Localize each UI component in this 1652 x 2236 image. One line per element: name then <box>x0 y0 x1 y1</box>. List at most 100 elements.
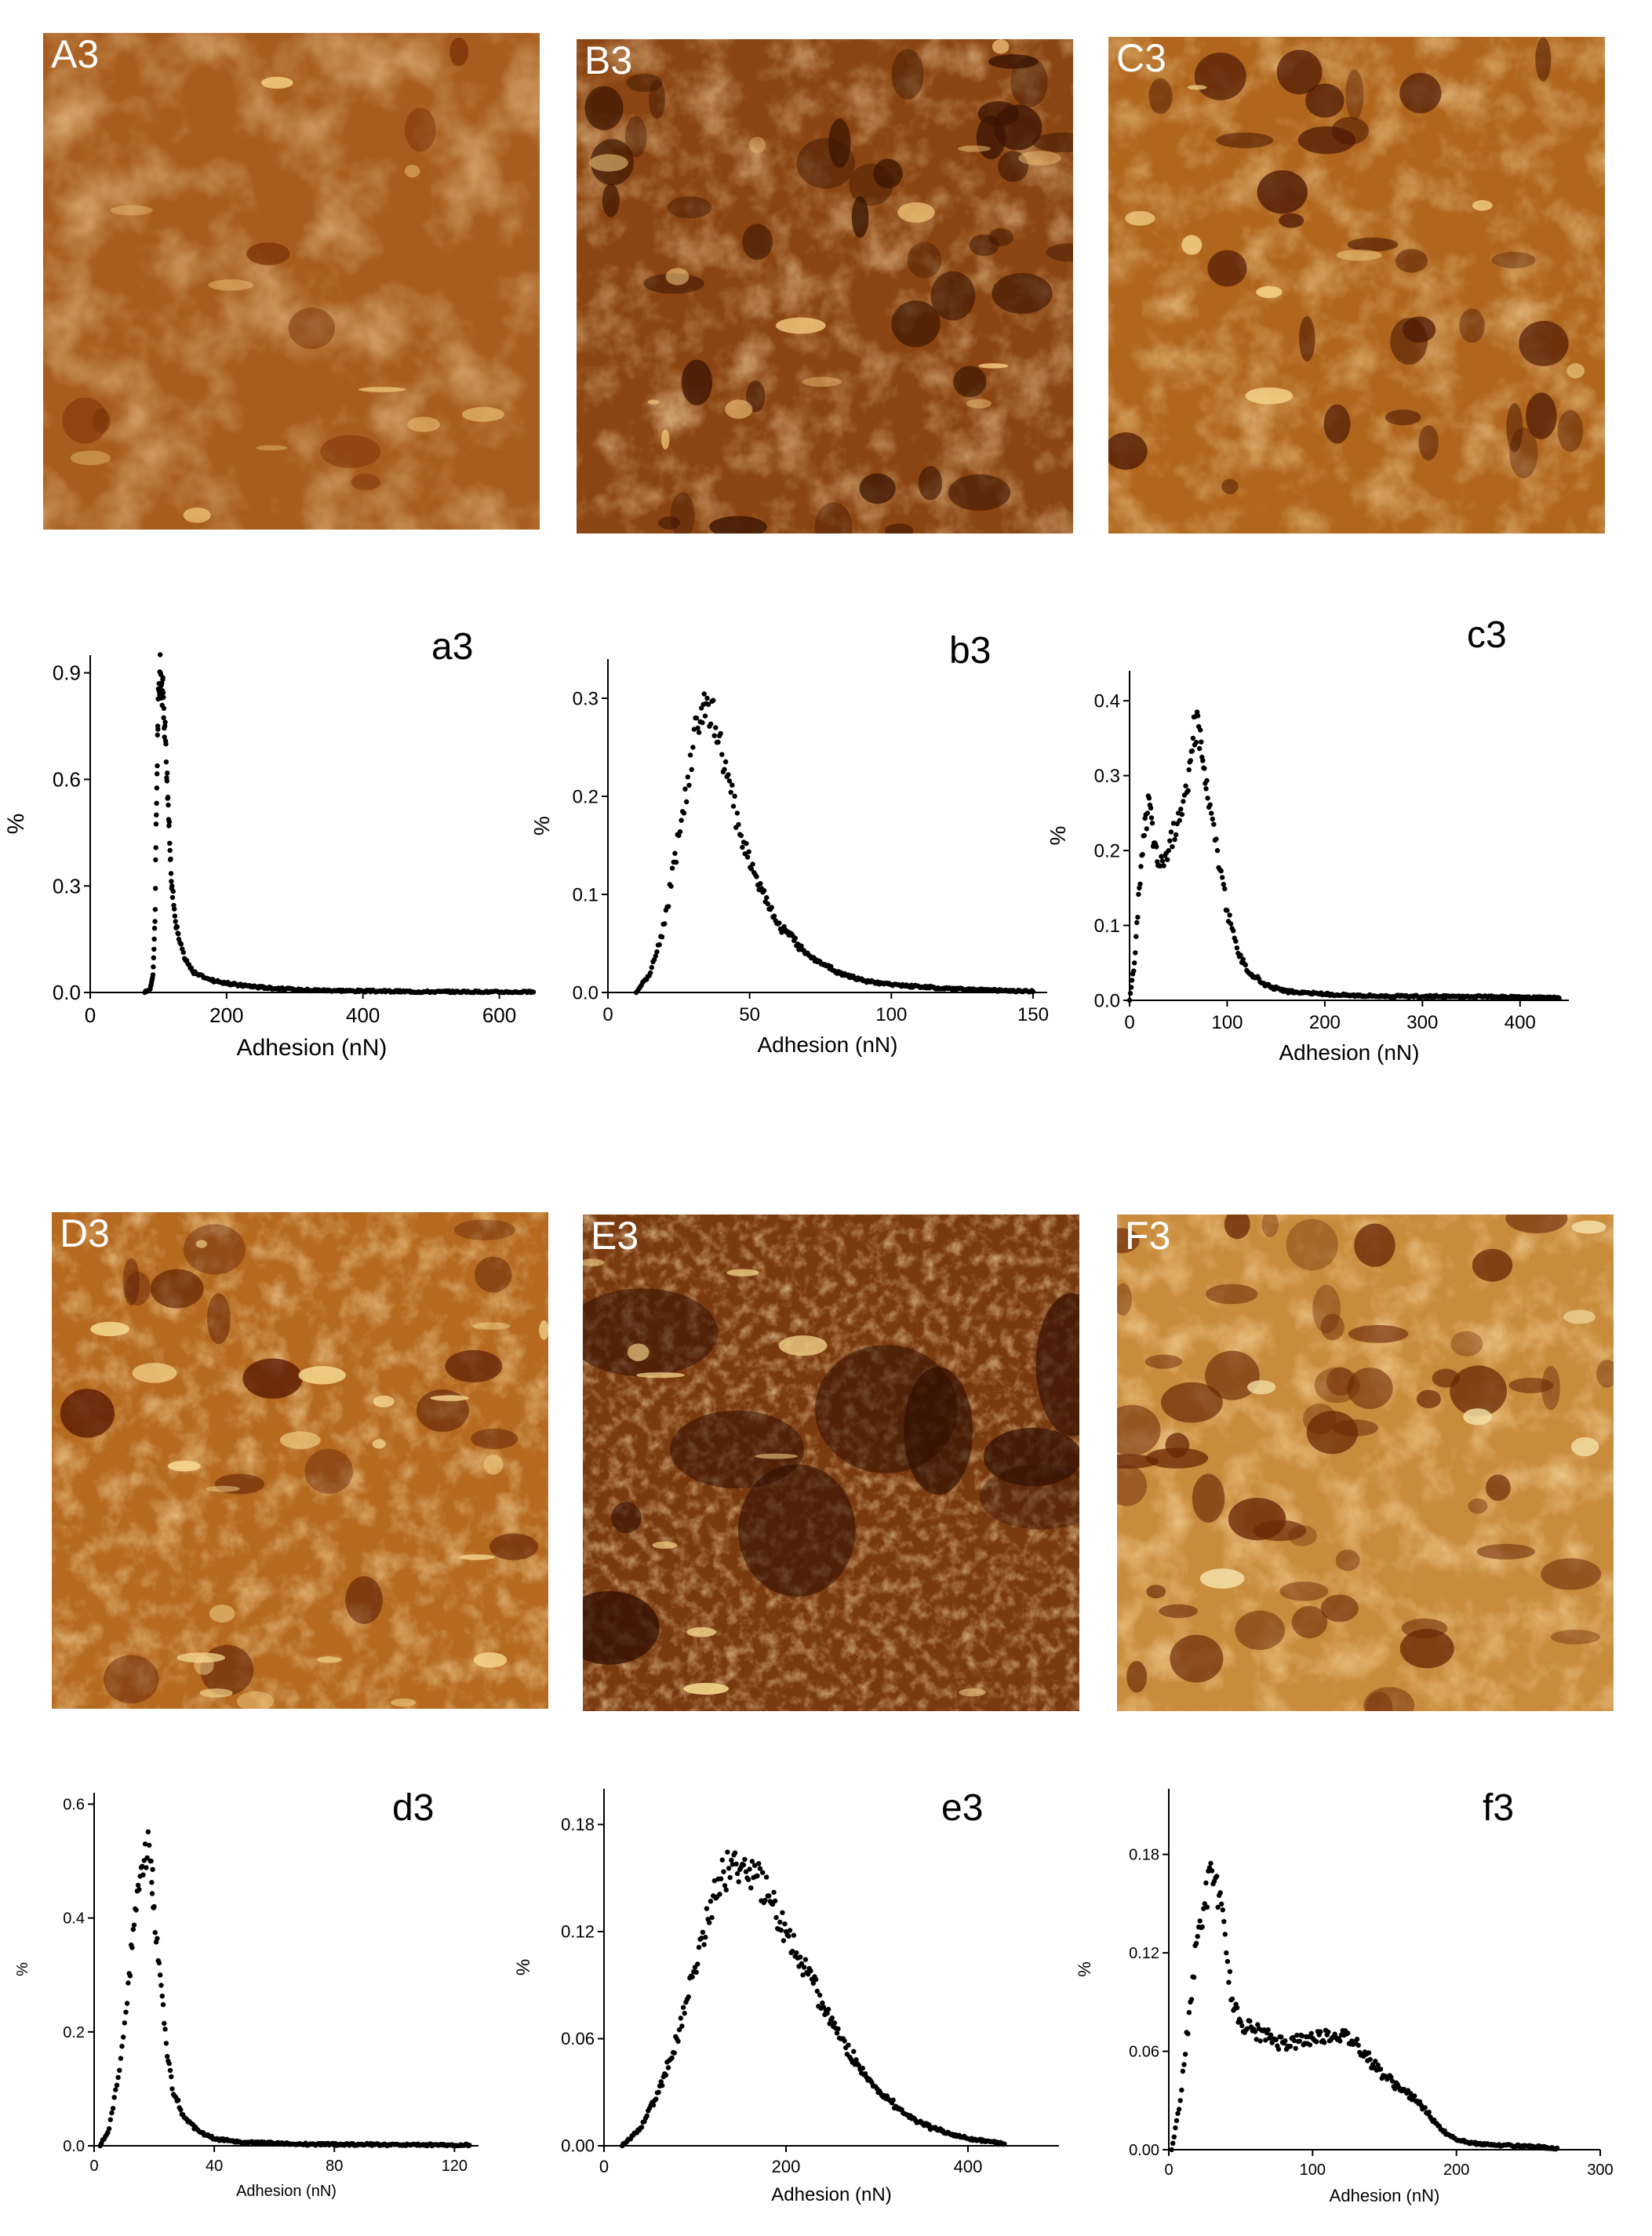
afm-dark-feature <box>1332 1419 1379 1437</box>
afm-bright-feature <box>279 1431 321 1449</box>
afm-bright-feature <box>209 1604 235 1623</box>
data-point <box>1180 2068 1186 2074</box>
data-point <box>159 1994 165 1999</box>
data-point <box>1175 2110 1181 2116</box>
afm-dark-feature <box>583 1288 719 1377</box>
data-point <box>1218 868 1224 874</box>
afm-dark-feature <box>746 381 766 413</box>
afm-dark-feature <box>709 515 767 534</box>
data-point <box>465 2143 471 2149</box>
data-point <box>682 786 688 792</box>
data-point <box>1555 995 1561 1000</box>
data-point <box>825 2006 831 2012</box>
afm-dark-feature <box>1390 318 1428 365</box>
afm-dark-feature <box>1401 1618 1448 1639</box>
data-point <box>723 1887 729 1893</box>
data-point <box>800 1972 806 1978</box>
afm-dark-feature <box>125 1271 151 1306</box>
afm-dark-feature <box>475 1256 512 1293</box>
data-point <box>732 793 737 799</box>
data-point <box>1172 836 1177 843</box>
afm-dark-feature <box>828 118 851 168</box>
afm-bright-feature <box>647 399 660 405</box>
y-tick-label: 0.3 <box>53 874 81 898</box>
afm-bright-feature <box>260 76 293 89</box>
y-tick-label: 0.1 <box>573 884 599 905</box>
data-points <box>620 1849 1007 2149</box>
data-point <box>679 2023 685 2029</box>
afm-dark-feature <box>1216 132 1274 148</box>
afm-bright-feature <box>683 1682 730 1695</box>
data-point <box>1144 826 1149 832</box>
data-point <box>1377 2067 1384 2072</box>
data-point <box>111 2095 117 2100</box>
data-point <box>166 2060 172 2067</box>
data-point <box>1287 2044 1294 2049</box>
data-point <box>686 782 692 788</box>
data-point <box>1553 2147 1559 2152</box>
data-point <box>777 1919 783 1925</box>
data-points <box>1126 709 1562 1003</box>
afm-panel-label: F3 <box>1125 1215 1171 1258</box>
data-point <box>717 1892 722 1897</box>
data-point <box>1202 766 1207 771</box>
data-point <box>144 1855 150 1861</box>
x-tick-label: 0 <box>1164 2161 1173 2179</box>
x-tick-label: 300 <box>1406 1012 1438 1033</box>
data-point <box>755 1873 760 1879</box>
data-point <box>790 1948 795 1954</box>
afm-dark-feature <box>983 1427 1079 1487</box>
y-tick-label: 0.4 <box>1094 691 1120 712</box>
data-point <box>176 931 181 937</box>
data-point <box>1185 2031 1191 2037</box>
afm-dark-feature <box>445 1349 503 1383</box>
data-point <box>169 879 174 884</box>
data-points <box>142 652 537 996</box>
data-point <box>771 913 777 919</box>
data-point <box>1214 1874 1220 1879</box>
afm-bright-feature <box>1181 235 1203 255</box>
data-point <box>150 975 155 981</box>
data-point <box>1224 1950 1229 1956</box>
afm-bright-feature <box>802 377 842 388</box>
data-point <box>149 1891 155 1896</box>
data-point <box>834 2030 840 2036</box>
data-point <box>748 866 755 872</box>
x-tick-label: 100 <box>1300 2161 1326 2179</box>
data-point <box>1215 1904 1221 1910</box>
data-point <box>700 1929 706 1935</box>
data-point <box>701 1942 707 1947</box>
data-point <box>1203 786 1209 792</box>
afm-dark-feature <box>992 273 1053 315</box>
data-point <box>1239 2023 1245 2029</box>
data-point <box>105 2129 111 2135</box>
afm-dark-feature <box>737 1464 856 1597</box>
data-point <box>149 1880 155 1885</box>
data-point <box>1169 2147 1174 2153</box>
afm-dark-feature <box>1535 37 1552 82</box>
data-point <box>161 694 166 700</box>
afm-bright-feature <box>208 279 254 291</box>
data-point <box>689 767 694 772</box>
data-point <box>1197 1918 1203 1924</box>
data-point <box>740 844 745 850</box>
afm-dark-feature <box>1276 49 1323 95</box>
afm-dark-feature <box>667 196 712 219</box>
afm-bright-feature <box>407 417 440 432</box>
data-point <box>1155 859 1160 865</box>
afm-dark-feature <box>453 1219 516 1240</box>
data-point <box>1226 1979 1232 1985</box>
data-point <box>1000 2141 1006 2147</box>
data-point <box>711 733 717 738</box>
data-point <box>778 1928 784 1933</box>
data-point <box>1192 714 1199 719</box>
afm-bright-feature <box>1256 286 1283 298</box>
data-point <box>147 1858 153 1864</box>
data-point <box>152 907 158 912</box>
y-tick-label: 0.3 <box>1094 766 1120 787</box>
afm-bright-feature <box>686 1627 717 1637</box>
data-point <box>1182 2052 1188 2057</box>
afm-dark-feature <box>1279 213 1304 228</box>
y-tick-label: 0.4 <box>63 1910 85 1928</box>
y-tick-label: 0.9 <box>53 661 81 685</box>
